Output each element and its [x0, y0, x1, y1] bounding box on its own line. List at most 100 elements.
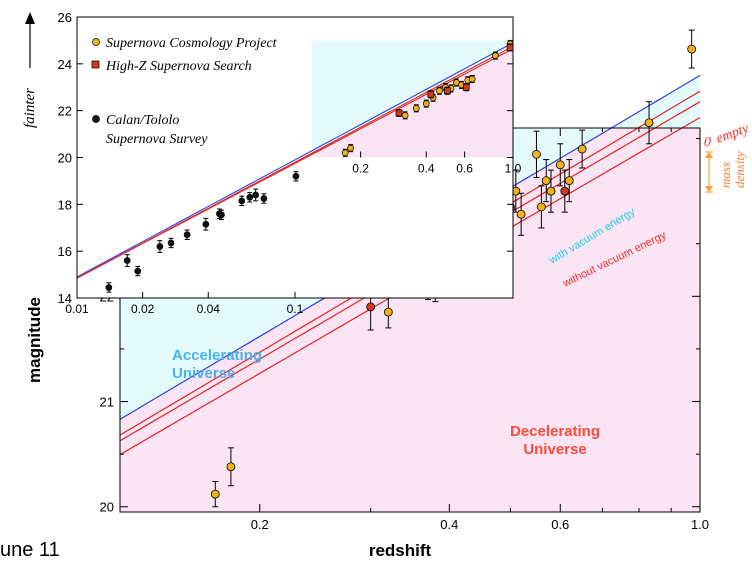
data-point	[560, 169, 570, 213]
data-point	[687, 29, 697, 69]
marker	[516, 209, 526, 219]
inset-data-point	[105, 282, 113, 293]
data-point	[555, 143, 565, 187]
marker	[577, 144, 587, 154]
inset-y-tick-label: 20	[58, 151, 72, 166]
inset-y-tick-label: 14	[58, 291, 72, 306]
inset-x-tick-label: 0.4	[418, 162, 435, 176]
marker	[246, 193, 254, 201]
data-point	[536, 185, 546, 229]
inset-x-tick-label: 0.1	[287, 302, 304, 316]
inset-y-tick-label: 24	[58, 57, 72, 72]
inset-x-tick-label: 0.01	[65, 302, 89, 316]
marker	[383, 307, 393, 317]
marker	[134, 267, 142, 275]
data-point	[644, 101, 654, 145]
inset-data-point	[462, 83, 470, 92]
inset-data-point	[427, 90, 435, 99]
legend-marker	[92, 38, 100, 46]
marker	[167, 239, 175, 247]
inset-curve	[76, 42, 514, 278]
inset-data-point	[246, 192, 254, 203]
inset-y-tick-label: 18	[58, 197, 72, 212]
legend-marker	[92, 115, 100, 123]
inset-data-point	[167, 237, 175, 249]
mass-density-indicator	[705, 151, 713, 193]
marker	[546, 186, 556, 196]
inset-data-point	[123, 254, 131, 267]
marker	[226, 462, 236, 472]
marker	[412, 104, 420, 112]
legend-marker	[91, 60, 100, 69]
x-tick-label: 1.0	[691, 517, 709, 532]
inset-data-point	[436, 86, 443, 95]
inset-data-point	[506, 43, 514, 52]
label-mass-density: massdensity	[718, 151, 747, 188]
inset-data-point	[412, 104, 420, 113]
inset-data-point	[218, 209, 225, 221]
inset-data-point	[260, 193, 268, 204]
inset-y-tick-label: 26	[58, 10, 72, 25]
label-empty-symbol: 0	[704, 135, 711, 150]
inset-data-points	[105, 39, 514, 293]
marker	[156, 243, 164, 250]
inset-y-tick-label: 16	[58, 244, 72, 259]
marker	[687, 44, 697, 54]
legend-entry: High-Z Supernova Search	[91, 59, 252, 74]
marker	[506, 44, 514, 51]
marker	[492, 52, 499, 59]
x-tick-label: 0.4	[440, 517, 458, 532]
inset-data-point	[202, 217, 210, 231]
marker	[260, 195, 268, 202]
legend-label: Supernova Cosmology Project	[106, 36, 278, 51]
inset-data-point	[468, 75, 476, 84]
data-point	[516, 192, 526, 236]
main-x-axis-label: redshift	[369, 541, 432, 560]
data-point	[546, 169, 556, 213]
inset-x-tick-label: 0.04	[197, 302, 221, 316]
label-empty: empty	[714, 121, 751, 147]
x-tick-label: 0.2	[251, 517, 269, 532]
marker	[238, 197, 246, 205]
marker	[347, 144, 354, 152]
inset-y-axis-label: fainter	[22, 88, 38, 128]
marker	[123, 257, 131, 264]
inset-y-tick-label: 22	[58, 104, 72, 119]
inset-data-point	[252, 188, 260, 202]
inset-data-point	[156, 240, 164, 253]
inset-legend: Supernova Cosmology Project High-Z Supern…	[91, 36, 278, 147]
inset-data-point	[134, 265, 142, 277]
marker	[341, 149, 349, 157]
inset-axes-ticks: 0.01 0.02 0.04 0.1 0.2 0.4 0.6 1.0 14 16 18 20 22 24 2…	[58, 10, 522, 316]
marker	[532, 149, 541, 159]
y-tick-label: 21	[100, 395, 114, 410]
inset-plot: 0.01 0.02 0.04 0.1 0.2 0.4 0.6 1.0 14 16 18 20 22 24 2…	[22, 10, 522, 316]
data-point	[226, 447, 236, 487]
marker	[560, 186, 570, 196]
inset-data-point	[183, 229, 191, 240]
x-tick-label: 0.6	[551, 517, 569, 532]
figure-caption: une 11	[0, 539, 60, 561]
marker	[427, 90, 435, 98]
data-point	[541, 159, 551, 203]
marker	[462, 83, 470, 91]
inset-data-point	[401, 111, 409, 120]
inset-x-tick-label: 0.02	[131, 302, 155, 316]
marker	[218, 211, 225, 219]
inset-decelerating-region	[312, 48, 513, 158]
marker	[436, 87, 443, 95]
data-point	[577, 129, 587, 169]
marker	[541, 176, 551, 186]
inset-data-point	[422, 99, 430, 108]
marker	[252, 191, 260, 199]
y-tick-label: 20	[100, 500, 114, 515]
data-point	[564, 159, 574, 203]
legend-entry: Supernova Cosmology Project	[92, 36, 278, 51]
marker	[555, 160, 565, 170]
data-point	[532, 130, 541, 178]
marker	[202, 220, 210, 228]
legend-label: Supernova Survey	[106, 132, 208, 147]
marker	[644, 118, 654, 128]
inset-data-point	[444, 86, 451, 95]
legend-label: High-Z Supernova Search	[105, 59, 252, 74]
